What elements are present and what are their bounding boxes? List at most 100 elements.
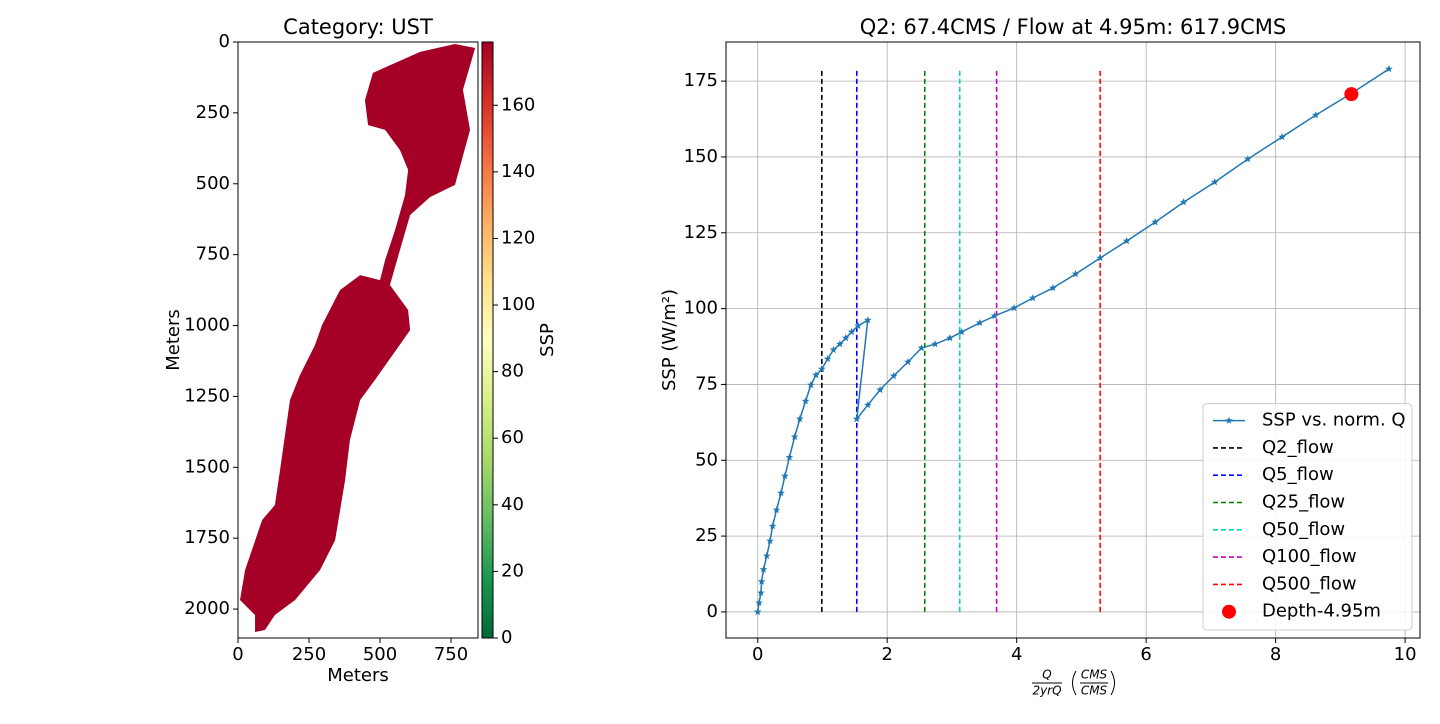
colorbar-tick-label: 120 [501, 227, 535, 248]
data-point [755, 598, 763, 607]
data-point [795, 415, 804, 423]
x-axis-label: Q 2yrQ CMS CMS [1032, 668, 1115, 698]
data-point [753, 607, 762, 616]
data-point [847, 327, 856, 336]
data-point [1096, 253, 1104, 262]
data-point [1278, 132, 1286, 141]
data-point [863, 401, 872, 409]
map-x-label: Meters [327, 665, 389, 686]
data-point [1210, 178, 1219, 186]
data-point [990, 311, 999, 320]
x-label-denominator: 2yrQ [1032, 684, 1061, 698]
data-point [957, 327, 966, 336]
x-tick-label: 10 [1394, 644, 1417, 665]
x-label-unit-top: CMS [1081, 668, 1108, 682]
legend-label: Q50_flow [1262, 519, 1345, 540]
data-point [766, 536, 774, 545]
x-tick-label: 6 [1140, 644, 1151, 665]
paren [1110, 670, 1115, 696]
paren [1072, 670, 1077, 696]
colorbar-tick-label: 140 [501, 161, 535, 182]
y-tick-label: 750 [196, 244, 230, 265]
x-tick-label: 8 [1270, 644, 1281, 665]
colorbar-label: SSP [537, 323, 558, 357]
y-tick-label: 125 [684, 222, 718, 243]
legend: SSP vs. norm. Q Q2_flow Q5_flow Q25_flow Q50… [1202, 403, 1413, 631]
x-label-unit-bottom: CMS [1081, 684, 1108, 698]
x-tick-label: 750 [434, 644, 468, 665]
x-tick-label: 0 [752, 644, 763, 665]
x-label-numerator: Q [1042, 668, 1051, 682]
data-point [1049, 283, 1057, 292]
axes-frame [725, 41, 1421, 639]
data-point [904, 357, 912, 366]
data-point [854, 321, 862, 330]
data-point [768, 522, 777, 530]
y-tick-label: 0 [707, 601, 718, 622]
data-point [946, 334, 954, 342]
data-point [759, 565, 768, 573]
y-tick-label: 2000 [184, 598, 230, 619]
colorbar [481, 41, 494, 639]
data-point [1122, 236, 1131, 245]
colorbar-tick-label: 0 [501, 627, 512, 648]
data-point [1029, 293, 1037, 302]
map-title: Category: UST [283, 15, 433, 39]
data-point [852, 415, 861, 423]
raster-region [239, 43, 476, 633]
data-point [823, 354, 832, 363]
y-tick-label: 250 [196, 102, 230, 123]
highlight-point [1344, 87, 1359, 102]
data-point [790, 432, 799, 441]
legend-label: Depth-4.95m [1262, 601, 1381, 622]
data-point [801, 397, 810, 405]
data-point [818, 364, 826, 373]
data-point [1311, 111, 1320, 119]
legend-label: Q2_flow [1262, 437, 1334, 458]
colorbar-tick-label: 160 [501, 94, 535, 115]
colorbar-tick-label: 40 [501, 494, 524, 515]
colorbar-tick-label: 60 [501, 427, 524, 448]
data-point [1243, 155, 1252, 163]
x-tick-label: 0 [232, 644, 243, 665]
legend-swatch [1225, 416, 1233, 424]
colorbar-tick-label: 20 [501, 560, 524, 581]
legend-box [1202, 403, 1413, 631]
data-point [889, 371, 898, 380]
colorbar-tick-label: 100 [501, 294, 535, 315]
y-tick-label: 1250 [184, 385, 230, 406]
data-point [807, 381, 815, 389]
data-point [876, 385, 884, 394]
x-tick-label: 250 [292, 644, 326, 665]
data-line [756, 68, 1390, 613]
y-tick-label: 50 [695, 449, 718, 470]
y-tick-label: 175 [684, 70, 718, 91]
data-point [812, 371, 820, 379]
y-tick-label: 1500 [184, 456, 230, 477]
data-point [1071, 270, 1080, 278]
data-point [1010, 304, 1018, 312]
data-point [863, 316, 872, 324]
data-point [975, 318, 984, 327]
chart-title: Q2: 67.4CMS / Flow at 4.95m: 617.9CMS [860, 15, 1287, 39]
y-tick-label: 75 [695, 373, 718, 394]
y-tick-label: 100 [684, 298, 718, 319]
data-point [917, 344, 926, 352]
x-tick-label: 2 [881, 644, 892, 665]
legend-label: Q100_flow [1262, 546, 1357, 567]
data-point [762, 551, 771, 560]
data-point [841, 334, 850, 342]
data-point [777, 489, 785, 497]
data-point [836, 340, 844, 348]
legend-label: Q500_flow [1262, 573, 1357, 594]
legend-label: Q5_flow [1262, 464, 1334, 485]
data-point [772, 506, 781, 514]
y-tick-label: 25 [695, 525, 718, 546]
y-tick-label: 1750 [184, 527, 230, 548]
legend-label: Q25_flow [1262, 492, 1345, 513]
colorbar-tick-label: 80 [501, 361, 524, 382]
data-point [1385, 64, 1393, 73]
data-point [781, 472, 789, 480]
y-tick-label: 0 [219, 31, 230, 52]
